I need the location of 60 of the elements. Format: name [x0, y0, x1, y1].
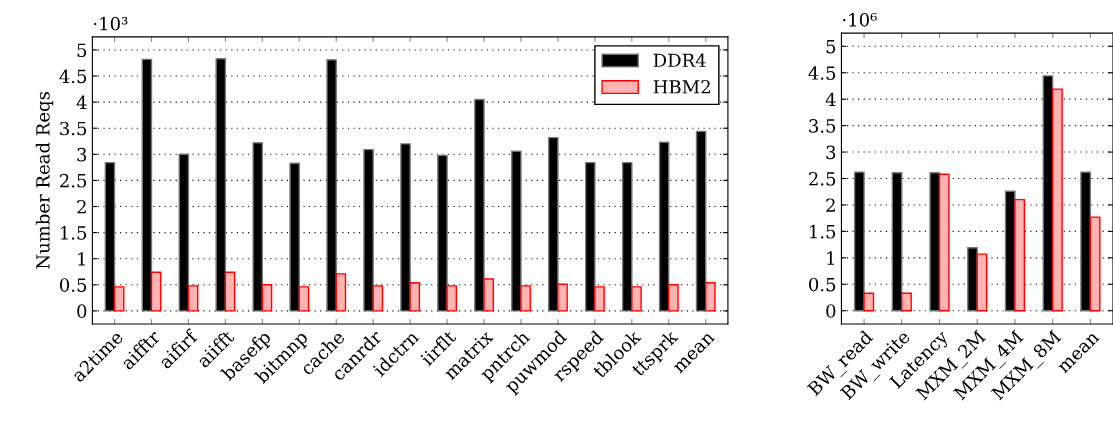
bar	[224, 271, 236, 312]
y-tick-label: 4.5	[59, 69, 87, 84]
bar	[658, 141, 670, 312]
bar	[298, 286, 310, 312]
y-tick-label: 2	[826, 198, 835, 212]
bar	[891, 171, 903, 312]
y-tick-label: 2	[77, 199, 86, 214]
bar	[594, 286, 605, 312]
y-tick-label: 0	[826, 304, 836, 318]
bar	[631, 286, 642, 312]
text: ·10⁶	[843, 13, 877, 27]
bar	[363, 148, 374, 312]
bar	[215, 58, 227, 312]
bar	[511, 150, 522, 312]
bar	[335, 273, 347, 312]
bar	[976, 253, 988, 312]
y-tick-label: 0	[77, 304, 87, 318]
bar	[113, 286, 125, 312]
bar	[668, 284, 679, 312]
legend-label: DDR4	[653, 53, 706, 67]
bar	[178, 153, 190, 312]
y-tick-label: 2.5	[60, 173, 87, 188]
y-tick-label: 4	[825, 92, 836, 107]
bar	[372, 285, 384, 312]
bar	[705, 282, 716, 312]
bar	[483, 278, 494, 312]
y-tick-label: 3.5	[60, 121, 87, 136]
text: ·10³	[94, 16, 128, 31]
y-tick-label: 5	[77, 43, 87, 58]
y-tick-label: 4.5	[808, 66, 836, 80]
bar	[150, 271, 162, 312]
bar	[938, 173, 950, 312]
y-tick-label: 4	[76, 95, 87, 109]
bar	[695, 130, 707, 312]
y-tick-label: 1	[827, 251, 834, 265]
y-tick-label: 5	[826, 39, 836, 54]
y-tick-label: 3	[826, 145, 836, 160]
y-axis-title: Number Read Reqs	[35, 92, 54, 269]
bar	[261, 284, 273, 312]
bar	[557, 283, 568, 312]
bar	[409, 282, 421, 312]
bar	[520, 285, 531, 312]
y-tick-label: 3	[77, 147, 87, 162]
bar	[187, 285, 199, 312]
y-tick-label: 0.5	[59, 278, 87, 292]
bar	[1080, 171, 1092, 312]
bar	[863, 292, 875, 312]
y-tick-label: 1.5	[810, 224, 836, 239]
bar	[929, 171, 941, 312]
bar	[901, 292, 912, 312]
bar	[1051, 88, 1063, 312]
y-tick-label: 0.5	[809, 277, 836, 292]
y-tick-label: 1.5	[61, 226, 87, 240]
y-tick-label: 3.5	[809, 119, 836, 133]
legend-label: HBM2	[653, 79, 710, 94]
bar	[1014, 198, 1026, 312]
y-tick-label: 2.5	[809, 171, 836, 186]
bar	[1089, 216, 1101, 312]
y-tick-label: 1	[78, 252, 85, 266]
bar	[446, 285, 458, 312]
